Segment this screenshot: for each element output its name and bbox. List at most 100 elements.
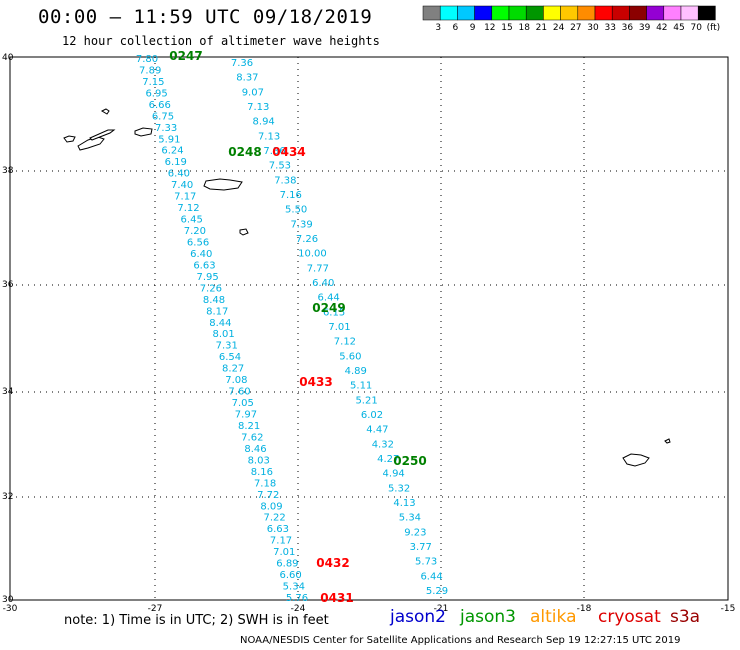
wave-height-value: 6.02 <box>361 410 383 421</box>
map-subtitle: 12 hour collection of altimeter wave hei… <box>62 34 380 48</box>
wave-height-value: 5.60 <box>339 351 361 362</box>
wave-height-value: 8.48 <box>203 295 225 306</box>
wave-height-value: 3.77 <box>410 542 432 553</box>
satellite-s3a: s3a <box>670 607 701 627</box>
island-madeira <box>622 453 650 467</box>
altimeter-track-b: 7.36 8.37 9.07 7.13 8.94 7.13 7.36 7.53 7.38 7.16… <box>231 58 448 597</box>
wave-height-value: 4.13 <box>393 498 415 509</box>
wave-height-value: 7.17 <box>270 536 292 547</box>
wave-height-value: 7.05 <box>232 398 254 409</box>
map-title: 00:00 – 11:59 UTC 09/18/2019 <box>38 6 373 28</box>
wave-height-value: 7.53 <box>269 161 291 172</box>
pass-label: 0249 <box>312 301 345 315</box>
wave-height-value: 8.27 <box>222 364 244 375</box>
satellite-cryosat: cryosat <box>598 607 661 627</box>
wave-height-value: 7.62 <box>241 432 263 443</box>
pass-labels: 0247 0248 0434 0249 0433 0250 0432 0431 <box>169 49 426 605</box>
key-label: 12 <box>484 23 495 33</box>
wave-height-value: 6.40 <box>190 249 212 260</box>
lon-tick-label: -30 <box>3 604 18 614</box>
pass-label: 0433 <box>299 375 332 389</box>
pass-label: 0248 <box>228 145 261 159</box>
key-swatch <box>697 5 716 21</box>
wave-height-value: 5.21 <box>355 395 377 406</box>
wave-height-value: 7.72 <box>257 490 279 501</box>
island-sao-jorge <box>89 129 116 141</box>
wave-height-value: 6.15 <box>323 307 345 318</box>
wave-height-value: 7.89 <box>139 65 161 76</box>
island-santa-maria <box>239 228 249 236</box>
key-swatch <box>491 5 510 21</box>
wave-height-value: 7.15 <box>142 77 164 88</box>
legend-note: note: 1) Time is in UTC; 2) SWH is in fe… <box>64 613 329 628</box>
pass-label: 0250 <box>393 454 426 468</box>
wave-height-value: 5.50 <box>285 205 307 216</box>
wave-height-value: 8.37 <box>236 73 258 84</box>
lon-tick-label: -27 <box>148 604 163 614</box>
key-label: 24 <box>553 23 565 33</box>
lat-tick-label: 32 <box>2 492 13 502</box>
satellite-jason2: jason2 <box>390 607 446 627</box>
wave-height-value: 6.63 <box>267 524 289 535</box>
key-swatch <box>543 5 561 21</box>
wave-height-value: 7.36 <box>263 146 285 157</box>
lat-tick-label: 30 <box>2 595 14 605</box>
lon-tick-label: -21 <box>434 604 449 614</box>
key-swatch <box>646 5 665 21</box>
wave-height-value: 7.22 <box>264 513 286 524</box>
key-swatch <box>663 5 682 21</box>
wave-height-value: 8.44 <box>209 318 231 329</box>
wave-height-value: 7.97 <box>235 410 257 421</box>
wave-height-value: 6.60 <box>279 570 301 581</box>
wave-height-value: 4.89 <box>345 366 367 377</box>
key-label: 30 <box>587 23 599 33</box>
island-flores <box>100 108 110 115</box>
wave-height-value: 7.39 <box>290 219 312 230</box>
wave-height-value: 4.94 <box>383 469 405 480</box>
key-swatch <box>560 5 579 21</box>
key-label: 45 <box>673 23 684 33</box>
wave-height-value: 7.13 <box>247 102 269 113</box>
satellite-jason3: jason3 <box>460 607 516 627</box>
wave-height-value: 5.73 <box>415 557 437 568</box>
wave-height-value: 9.07 <box>242 87 264 98</box>
wave-height-value: 7.17 <box>174 192 196 203</box>
satellite-altika: altika <box>530 607 577 627</box>
wave-height-value: 6.44 <box>420 571 442 582</box>
wave-height-value: 4.47 <box>366 425 388 436</box>
wave-height-value: 7.12 <box>177 203 199 214</box>
wave-height-value: 7.31 <box>216 341 238 352</box>
lon-tick-label: -18 <box>577 604 592 614</box>
wave-height-value: 7.26 <box>296 234 318 245</box>
lat-tick-label: 38 <box>2 166 14 176</box>
wave-height-value: 5.32 <box>388 483 410 494</box>
wave-height-value: 4.32 <box>372 439 394 450</box>
wave-height-value: 7.77 <box>307 263 329 274</box>
wave-height-value: 8.21 <box>238 421 260 432</box>
wave-height-value: 6.19 <box>165 157 187 168</box>
lat-lon-grid: 40 38 36 34 32 30-30 -27 -24 -21 -18 -15 <box>2 53 735 614</box>
map-frame <box>9 56 729 601</box>
wave-height-value: 6.45 <box>181 215 203 226</box>
lat-tick-label: 34 <box>2 387 14 397</box>
wave-height-value: 6.95 <box>145 88 167 99</box>
island-shapes <box>63 108 671 467</box>
pass-label: 0431 <box>320 591 353 605</box>
wave-height-value: 8.03 <box>248 455 270 466</box>
wave-height-value: 8.94 <box>253 117 275 128</box>
island-pico <box>77 136 105 151</box>
key-label: 15 <box>501 23 512 33</box>
key-swatch <box>422 5 441 21</box>
wave-height-value: 6.63 <box>193 260 215 271</box>
wave-height-value: 7.80 <box>136 54 158 65</box>
lat-tick-label: 40 <box>2 53 14 63</box>
wave-height-value: 10.00 <box>298 249 327 260</box>
key-swatch <box>611 5 630 21</box>
island-sao-miguel <box>203 178 243 191</box>
key-label: (ft) <box>707 23 721 33</box>
wave-height-value: 4.27 <box>377 454 399 465</box>
island-porto-santo <box>664 438 671 444</box>
key-swatch <box>508 5 527 21</box>
key-swatch <box>577 5 596 21</box>
wave-height-value: 8.17 <box>206 306 228 317</box>
